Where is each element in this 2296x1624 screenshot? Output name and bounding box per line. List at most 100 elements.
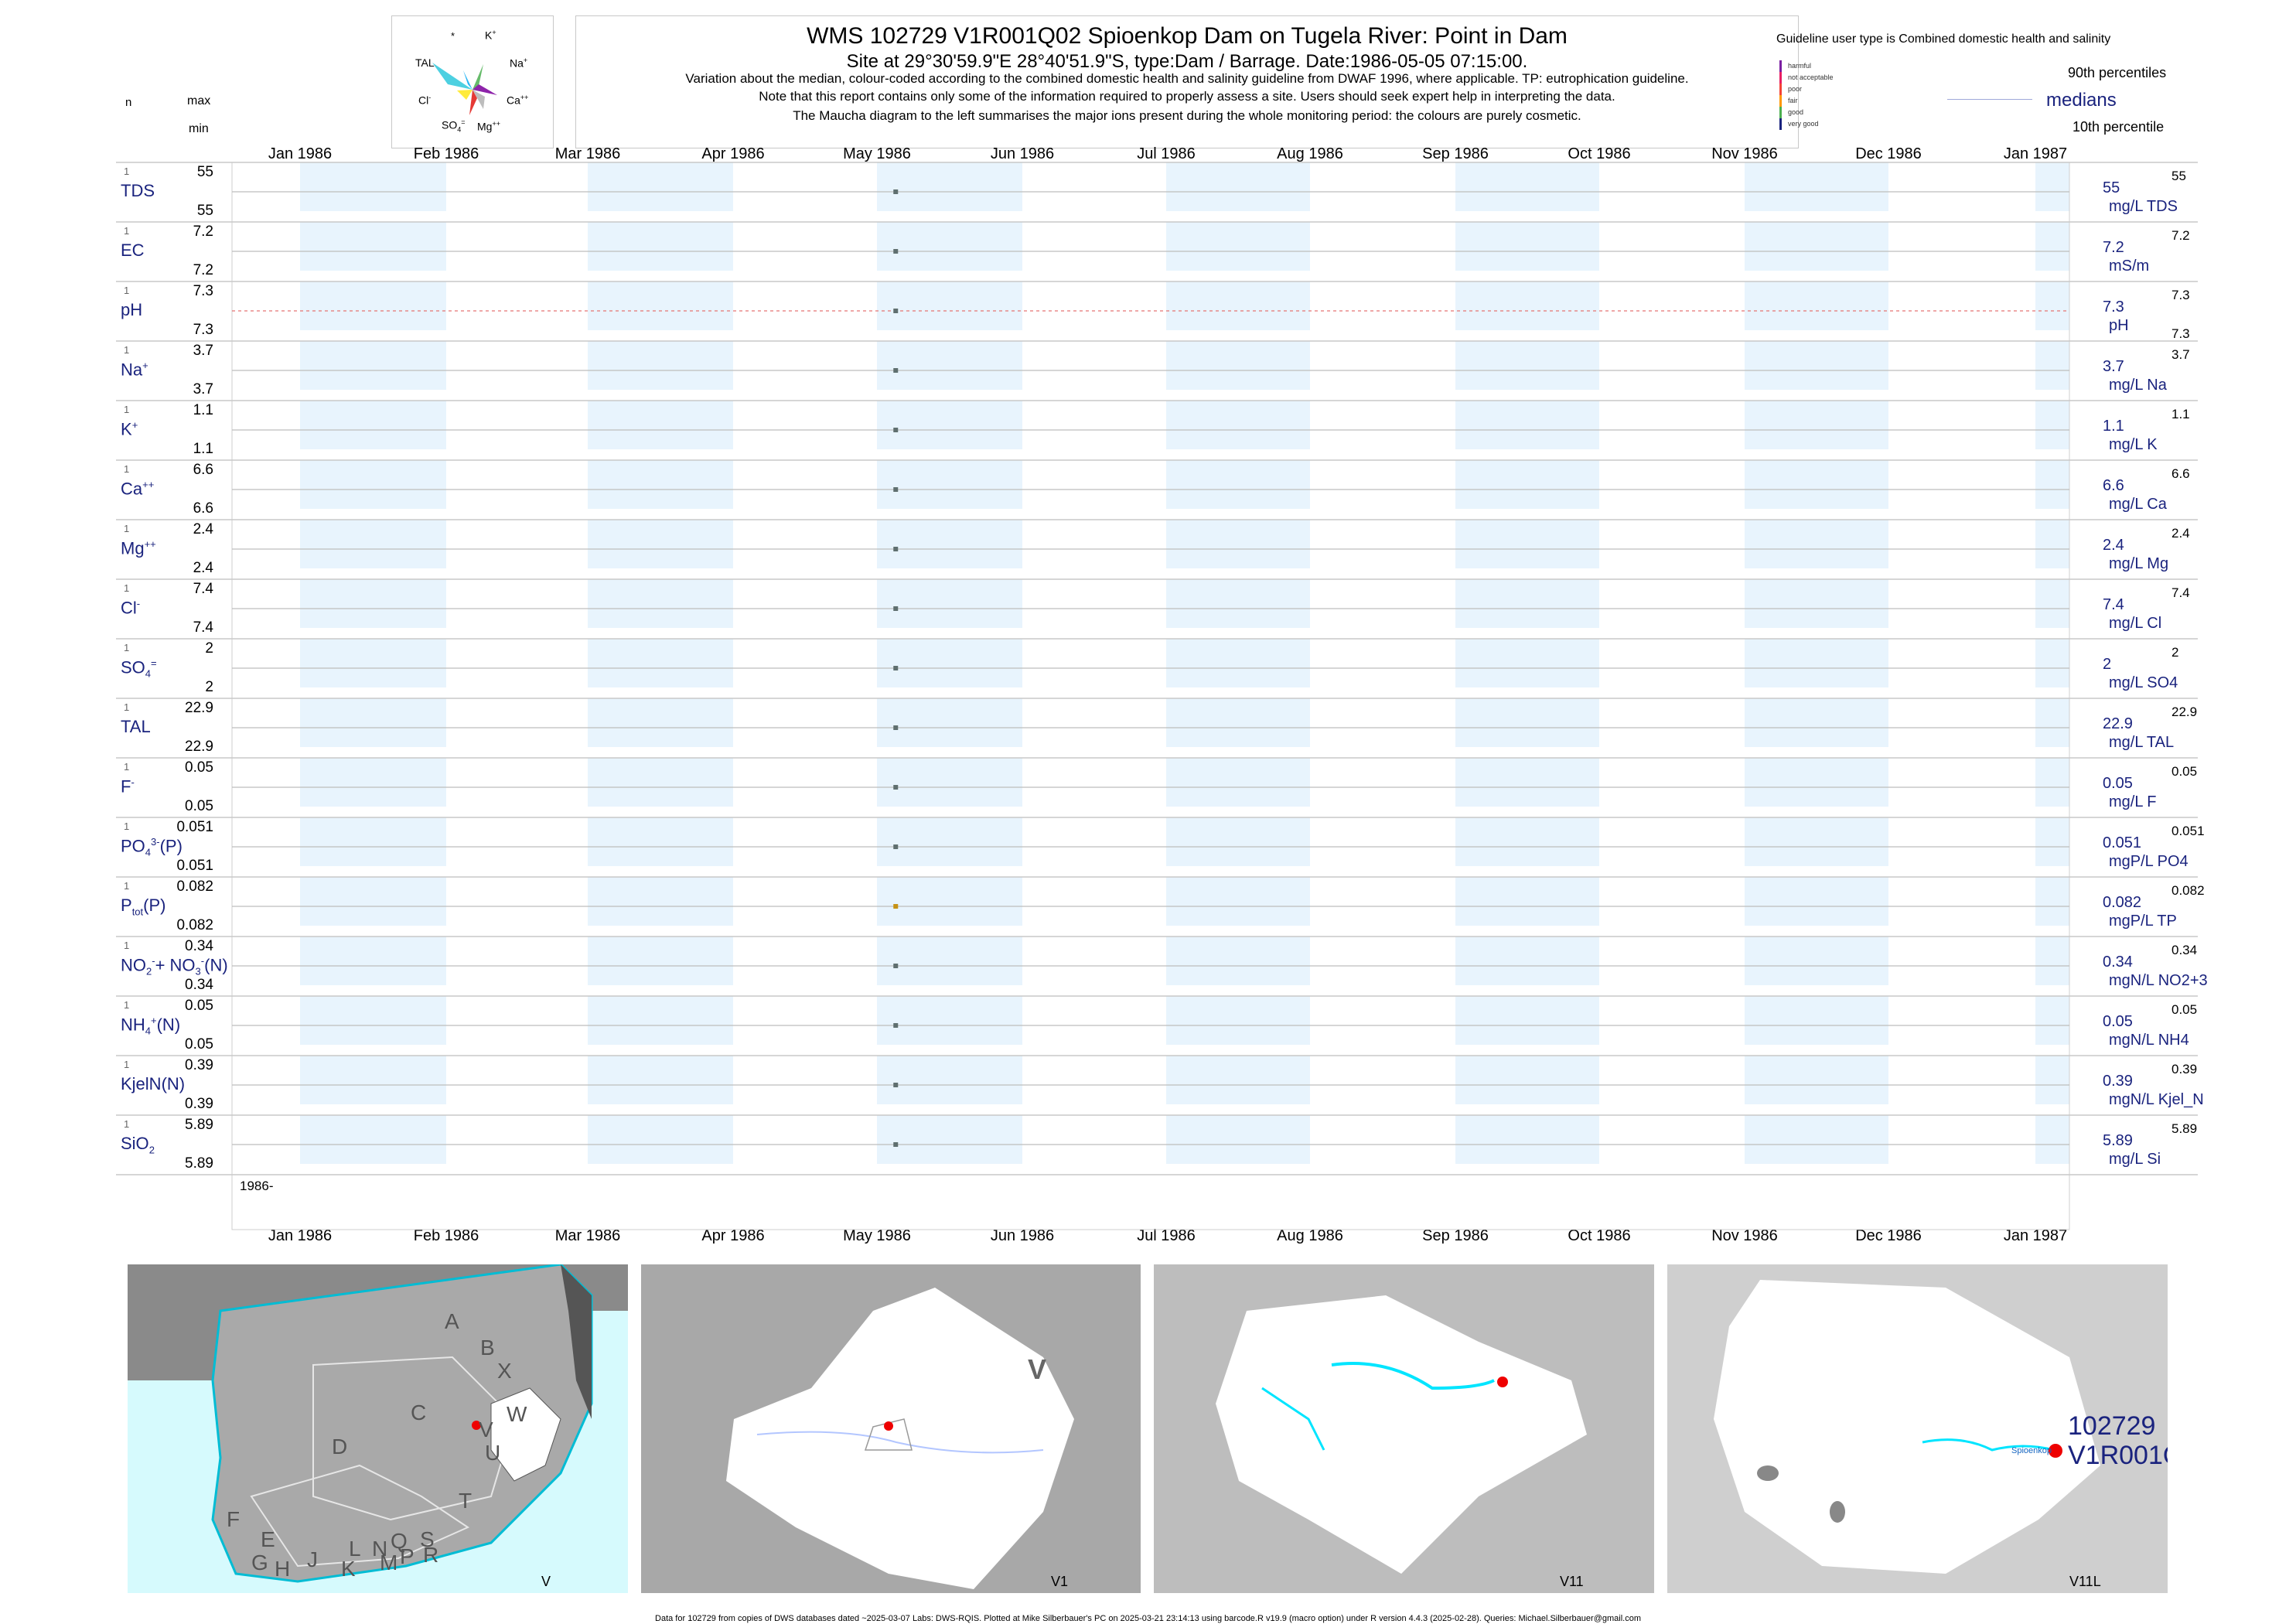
median-legend-line <box>1947 99 2032 100</box>
row-max: 7.2 <box>193 223 213 240</box>
row-unit: pH <box>2109 317 2129 334</box>
row-min: 55 <box>196 203 213 219</box>
data-point-8 <box>893 666 899 670</box>
chart-title: WMS 102729 V1R001Q02 Spioenkop Dam on Tu… <box>807 23 1568 49</box>
maucha-so4-petal <box>469 90 477 115</box>
map2-corner-label: V1 <box>1051 1574 1069 1589</box>
row-name: NO2-+ NO3-(N) <box>121 955 228 977</box>
title-box <box>575 15 1799 148</box>
row-n: 1 <box>124 285 130 296</box>
region-label: R <box>423 1543 439 1567</box>
region-label: A <box>445 1309 459 1333</box>
row-name: pH <box>121 300 143 319</box>
map4-site-name: Spioenkop <box>2011 1446 2052 1455</box>
maucha-tal-petal <box>432 63 473 90</box>
region-label: J <box>307 1547 318 1571</box>
row-median: 55 <box>2103 179 2120 196</box>
row-gap <box>232 1104 2069 1115</box>
row-gap <box>232 568 2069 579</box>
row-right-max: 0.05 <box>2171 1002 2198 1017</box>
row-median: 7.4 <box>2103 596 2124 613</box>
row-gap <box>232 807 2069 817</box>
region-label: G <box>251 1551 268 1575</box>
row-unit: mg/L Ca <box>2109 496 2167 513</box>
maucha-ca-petal <box>473 84 497 95</box>
guideline-swatch <box>1779 84 1782 95</box>
row-gap <box>232 509 2069 520</box>
guideline-level-label: harmful <box>1788 62 1812 70</box>
row-min: 5.89 <box>185 1155 213 1172</box>
maucha-diagram-box: * K+ TAL Na+ Cl- Ca++ SO4= Mg++ <box>391 15 554 148</box>
note-line-2: Note that this report contains only some… <box>759 89 1615 104</box>
row-right-max: 1.1 <box>2171 407 2190 421</box>
row-n: 1 <box>124 999 130 1011</box>
row-name: SO4= <box>121 657 157 680</box>
row-median: 6.6 <box>2103 477 2124 494</box>
row-n: 1 <box>124 761 130 773</box>
row-right-max: 2.4 <box>2171 526 2190 541</box>
note-line-3: The Maucha diagram to the left summarise… <box>793 108 1581 123</box>
row-min: 0.051 <box>176 858 213 874</box>
row-name: TAL <box>121 717 151 736</box>
row-max: 2 <box>205 640 213 657</box>
row-median: 0.05 <box>2103 1013 2133 1030</box>
maucha-na-label: Na+ <box>510 56 528 70</box>
p90-label: 90th percentiles <box>2068 65 2167 80</box>
data-point-13 <box>893 964 899 968</box>
data-point-11 <box>893 844 899 849</box>
month-label: Mar 1986 <box>554 1227 621 1244</box>
month-label: Nov 1986 <box>1711 1227 1778 1244</box>
row-gap <box>232 211 2069 222</box>
row-gap <box>232 1164 2069 1175</box>
region-label: E <box>261 1527 275 1551</box>
row-max: 3.7 <box>193 343 213 359</box>
guideline-swatch <box>1779 60 1782 72</box>
row-max: 0.34 <box>185 938 213 954</box>
region-label: U <box>485 1441 501 1465</box>
maucha-cl-petal <box>457 90 473 100</box>
map2-region-label: V <box>1028 1353 1047 1385</box>
row-min: 6.6 <box>193 500 213 517</box>
row-gap <box>232 747 2069 758</box>
map-region-v11: V11 <box>1154 1264 1654 1593</box>
row-min: 2 <box>205 679 213 695</box>
map-region-v-svg <box>641 1264 1141 1593</box>
row-max: 7.3 <box>193 283 213 299</box>
row-min: 3.7 <box>193 381 213 397</box>
maucha-na-petal <box>473 64 483 90</box>
month-label: Aug 1986 <box>1277 1227 1343 1244</box>
data-point-10 <box>893 785 899 790</box>
row-median: 22.9 <box>2103 715 2133 732</box>
row-median: 0.05 <box>2103 775 2133 792</box>
row-min: 22.9 <box>185 739 213 755</box>
maucha-tal-label: TAL <box>415 56 435 69</box>
row-unit: mgP/L PO4 <box>2109 853 2189 870</box>
row-unit: mS/m <box>2109 258 2150 275</box>
row-right-max: 0.082 <box>2171 883 2205 898</box>
region-label: P <box>400 1544 415 1568</box>
guideline-level-label: poor <box>1788 85 1803 93</box>
month-label: Jan 1986 <box>268 145 333 162</box>
row-n: 1 <box>124 1059 130 1070</box>
year-label: 1986- <box>240 1179 274 1193</box>
row-unit: mg/L Na <box>2109 377 2167 394</box>
month-label: Jan 1987 <box>2003 145 2068 162</box>
row-min: 0.05 <box>185 798 213 814</box>
row-n: 1 <box>124 642 130 653</box>
month-label: May 1986 <box>843 1227 911 1244</box>
row-name: Ca++ <box>121 479 155 499</box>
row-gap <box>232 330 2069 341</box>
row-n: 1 <box>124 582 130 594</box>
data-point-7 <box>893 606 899 611</box>
month-label: Jul 1986 <box>1137 1227 1196 1244</box>
data-point-15 <box>893 1083 899 1087</box>
data-point-16 <box>893 1142 899 1147</box>
row-max: 55 <box>196 164 213 180</box>
guideline-swatch <box>1779 95 1782 107</box>
row-unit: mg/L TAL <box>2109 734 2175 751</box>
region-label: L <box>349 1537 361 1561</box>
guideline-swatch <box>1779 118 1782 130</box>
row-gap <box>232 985 2069 996</box>
row-name: NH4+(N) <box>121 1015 181 1037</box>
guideline-level-label: good <box>1788 108 1804 116</box>
